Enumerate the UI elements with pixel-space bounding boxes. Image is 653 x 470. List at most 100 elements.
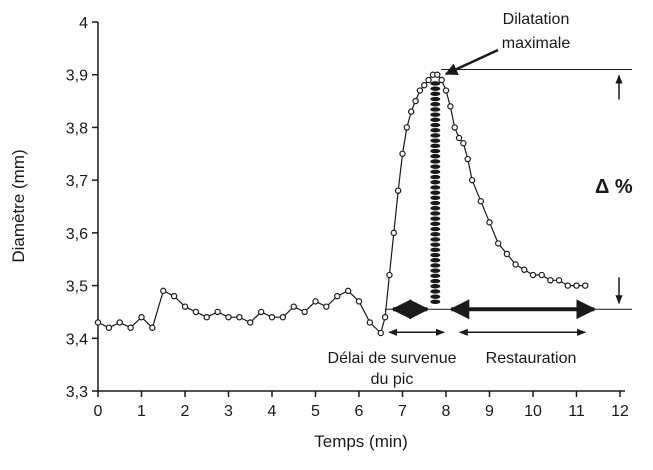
- series-point: [421, 82, 428, 89]
- peak-column-dot: [430, 159, 441, 164]
- series-point: [477, 198, 484, 205]
- x-tick-label: 8: [442, 403, 451, 420]
- series-point: [312, 298, 319, 305]
- y-tick-label: 3,9: [66, 68, 88, 85]
- series-point: [236, 314, 243, 321]
- series-point: [547, 277, 554, 284]
- series-point: [503, 250, 511, 258]
- series-point: [447, 103, 454, 110]
- peak-column-dot: [430, 200, 441, 206]
- peak-column-dot: [430, 294, 441, 299]
- restoration-label: Restauration: [486, 350, 577, 367]
- series-point: [247, 319, 254, 326]
- series-point: [390, 229, 397, 237]
- peak-column-dot: [430, 96, 441, 102]
- series-point: [301, 308, 308, 316]
- series-point: [127, 324, 134, 331]
- x-axis-title: Temps (min): [314, 432, 408, 451]
- peak-column-dot: [430, 185, 441, 190]
- peak-column-dot: [430, 190, 441, 195]
- peak-column-dot: [430, 133, 441, 138]
- series-line: [97, 74, 586, 335]
- x-tick-label: 7: [398, 403, 407, 420]
- x-tick-label: 6: [355, 403, 364, 420]
- x-tick-label: 3: [224, 403, 233, 420]
- series-point: [434, 71, 441, 78]
- peak-column-dot: [430, 258, 441, 263]
- x-tick-label: 10: [524, 403, 542, 420]
- series-point: [399, 150, 406, 157]
- series-point: [564, 282, 572, 289]
- x-tick-label: 11: [568, 403, 585, 420]
- peak-column-dot: [430, 195, 441, 201]
- peak-column-dot: [430, 180, 441, 185]
- x-tick-label: 0: [94, 403, 103, 420]
- series-point: [366, 319, 374, 326]
- peak-column-dot: [430, 128, 441, 133]
- series-point: [116, 319, 123, 326]
- series-point: [460, 140, 467, 147]
- series-point: [192, 308, 200, 316]
- series-point: [464, 155, 471, 163]
- peak-column-dot: [430, 237, 441, 242]
- peak-column-dot: [430, 164, 441, 169]
- series-point: [521, 266, 528, 273]
- y-tick-label: 3,7: [66, 173, 88, 190]
- series-point: [138, 314, 145, 321]
- series-point: [181, 303, 189, 310]
- y-tick-label: 3,4: [66, 331, 88, 348]
- series-point: [555, 277, 563, 284]
- series-point: [105, 324, 113, 331]
- series-point: [381, 314, 389, 321]
- series-point: [451, 124, 458, 131]
- series-point: [344, 287, 352, 295]
- peak-column-dot: [430, 252, 441, 258]
- series-point: [408, 108, 415, 115]
- peak-column-dot: [430, 91, 441, 97]
- series-point: [416, 87, 424, 94]
- series-point: [512, 261, 519, 268]
- peak-column-dot: [430, 221, 441, 227]
- y-axis-title: Diamètre (mm): [9, 149, 28, 262]
- series-point: [203, 314, 210, 321]
- y-tick-label: 3,8: [66, 120, 88, 137]
- peak-annotation-arrow: [444, 48, 499, 76]
- series-point: [438, 76, 445, 84]
- series-point: [386, 271, 393, 279]
- x-tick-label: 1: [137, 403, 146, 420]
- peak-column-dot: [430, 122, 441, 128]
- series-point: [225, 314, 232, 321]
- series-point: [94, 319, 102, 326]
- series-point: [538, 271, 545, 279]
- x-tick-label: 5: [311, 403, 320, 420]
- peak-column-dot: [430, 299, 441, 305]
- series-point: [160, 287, 167, 295]
- series-point: [442, 87, 450, 94]
- x-tick-label: 4: [268, 403, 277, 420]
- peak-dotted-column: [430, 81, 441, 305]
- peak-column-dot: [430, 112, 441, 117]
- series-point: [403, 124, 411, 131]
- series-point: [257, 308, 265, 316]
- x-tick-label: 2: [181, 403, 190, 420]
- peak-column-dot: [430, 247, 441, 253]
- series-point: [268, 314, 276, 321]
- peak-column-dot: [430, 211, 441, 216]
- peak-annotation-line1: Dilatation: [503, 11, 570, 28]
- peak-column-dot: [430, 226, 441, 232]
- peak-column-dot: [430, 289, 441, 294]
- series-point: [582, 282, 589, 289]
- series-point: [290, 303, 297, 310]
- peak-column-dot: [430, 107, 441, 112]
- peak-column-dot: [430, 232, 441, 237]
- series-point: [455, 134, 463, 142]
- delay-label-line2: du pic: [371, 371, 414, 388]
- series-point: [355, 298, 363, 305]
- y-tick-label: 3,5: [66, 279, 88, 296]
- delta-percent-label: Δ %: [595, 176, 633, 198]
- peak-column-dot: [430, 138, 441, 143]
- peak-column-dot: [430, 154, 441, 159]
- peak-column-dot: [430, 268, 441, 273]
- x-tick-label: 9: [485, 403, 494, 420]
